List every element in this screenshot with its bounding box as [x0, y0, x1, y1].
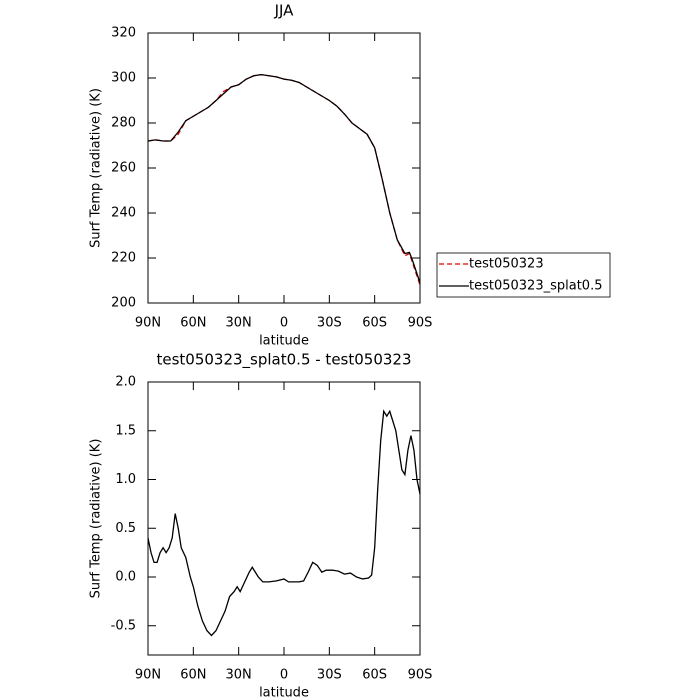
- y-tick-label: 1.5: [115, 423, 136, 438]
- series-line: [147, 409, 421, 637]
- y-tick-label: 260: [111, 161, 136, 176]
- x-axis-label: latitude: [259, 686, 309, 700]
- y-tick-label: 320: [111, 26, 136, 41]
- series-line: [147, 73, 421, 286]
- x-tick-label: 90N: [135, 668, 161, 683]
- x-tick-label: 90N: [135, 316, 161, 331]
- x-tick-label: 90S: [408, 668, 433, 683]
- y-tick-label: 1.0: [115, 472, 136, 487]
- x-tick-label: 60S: [362, 316, 387, 331]
- y-tick-label: 220: [111, 251, 136, 266]
- chart-title: JJA: [274, 2, 295, 20]
- x-tick-label: 30S: [317, 316, 342, 331]
- y-tick-label: 0.0: [115, 570, 136, 585]
- legend-box: [436, 252, 611, 298]
- x-tick-label: 60S: [362, 668, 387, 683]
- x-tick-label: 0: [280, 668, 288, 683]
- x-tick-label: 30N: [226, 668, 252, 683]
- y-tick-label: 2.0: [115, 375, 136, 390]
- y-axis-label: Surf Temp (radiative) (K): [89, 88, 104, 248]
- x-tick-label: 60N: [180, 316, 206, 331]
- chart-title: test050323_splat0.5 - test050323: [156, 351, 411, 370]
- x-tick-label: 30N: [226, 316, 252, 331]
- legend-label: test050323_splat0.5: [469, 279, 602, 294]
- y-tick-label: 300: [111, 71, 136, 86]
- y-tick-label: 200: [111, 296, 136, 311]
- x-tick-label: 30S: [317, 668, 342, 683]
- x-tick-label: 90S: [408, 316, 433, 331]
- plot-frame: [147, 32, 421, 304]
- y-axis-label: Surf Temp (radiative) (K): [89, 439, 104, 599]
- plot-frame: [147, 381, 421, 656]
- y-tick-label: 240: [111, 206, 136, 221]
- x-tick-label: 60N: [180, 668, 206, 683]
- y-tick-label: 0.5: [115, 521, 136, 536]
- series-line: [147, 73, 421, 283]
- legend-label: test050323: [469, 257, 544, 272]
- y-tick-label: 280: [111, 116, 136, 131]
- y-tick-label: -0.5: [111, 618, 136, 633]
- x-tick-label: 0: [280, 316, 288, 331]
- x-axis-label: latitude: [259, 334, 309, 349]
